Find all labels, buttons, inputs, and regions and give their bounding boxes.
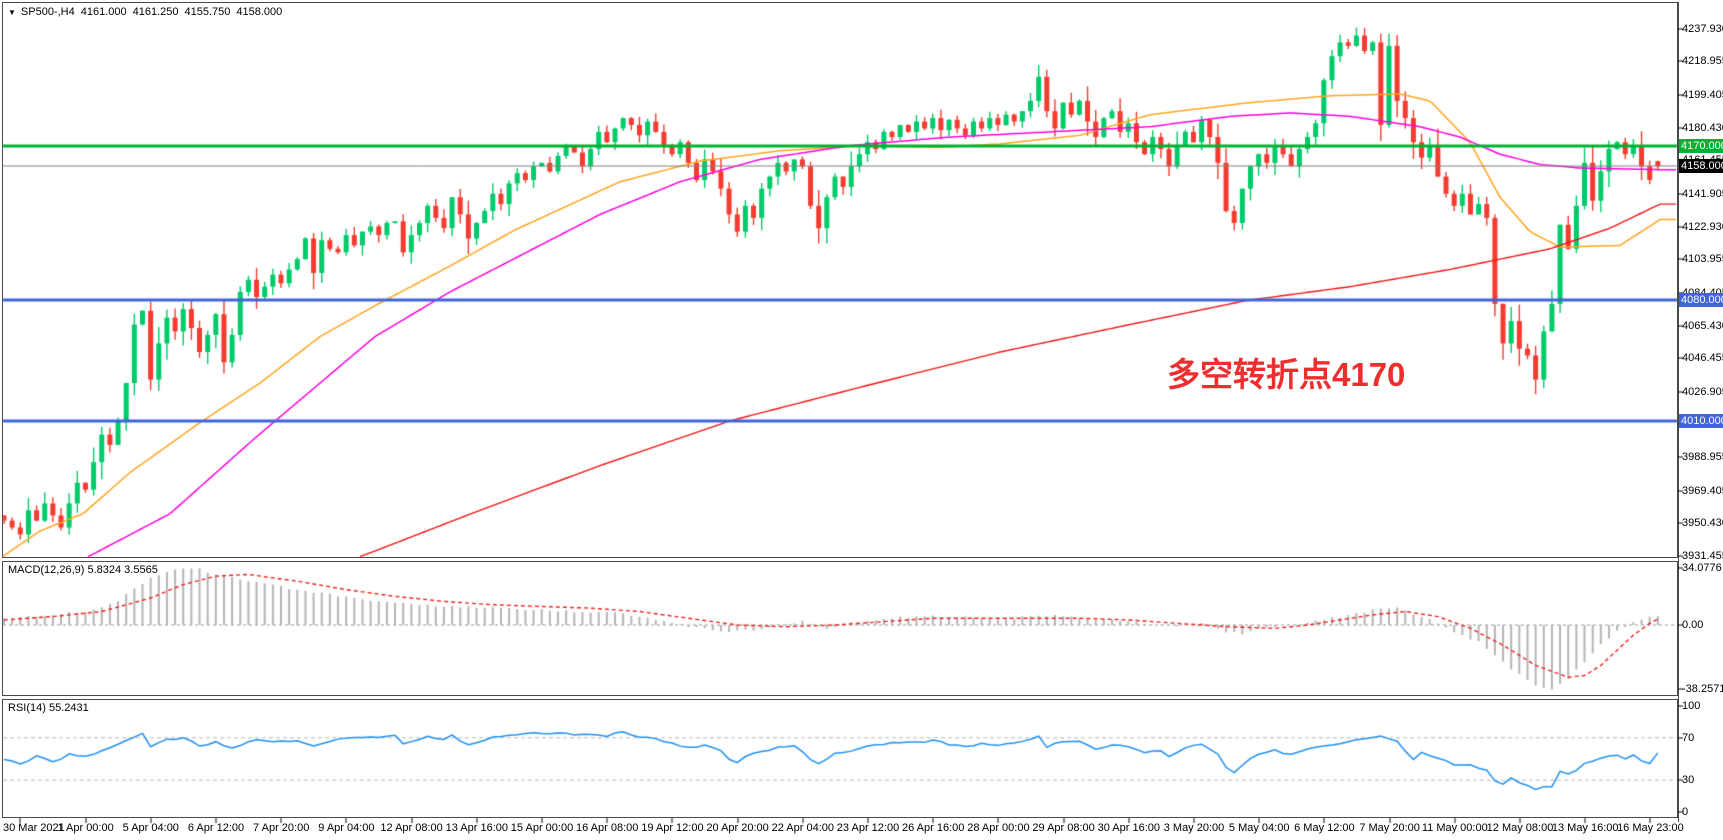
time-axis-label: 7 Apr 20:00: [253, 822, 310, 834]
high-value: 4161.250: [132, 6, 179, 18]
hline-price-badge-4080: 4080.000: [1679, 293, 1723, 308]
price-axis-label: 4122.930: [1682, 220, 1723, 233]
time-axis-label: 7 May 20:00: [1359, 822, 1420, 834]
price-axis-label: 4180.430: [1682, 121, 1723, 134]
time-axis-label: 22 Apr 04:00: [771, 822, 834, 834]
price-axis-label: 3931.455: [1682, 549, 1723, 562]
current-price-badge: 4158.000: [1679, 159, 1723, 174]
macd-axis-label: 0.00: [1682, 619, 1704, 631]
rsi-axis-label: 0: [1682, 806, 1689, 818]
chart-text-annotation: 多空转折点4170: [1167, 356, 1406, 393]
rsi-axis-label: 30: [1682, 774, 1695, 787]
time-axis-label: 9 Apr 04:00: [318, 822, 375, 834]
time-axis-label: 11 May 00:00: [1421, 822, 1488, 834]
symbol-period-label: SP500-,H4: [20, 6, 75, 18]
low-value: 4155.750: [184, 6, 231, 18]
price-axis-label: 4103.955: [1682, 253, 1723, 266]
rsi-axis-label: 100: [1682, 700, 1701, 712]
price-axis-label: 4218.955: [1682, 55, 1723, 68]
time-axis-label: 16 Apr 08:00: [575, 822, 639, 834]
close-value: 4158.000: [236, 6, 283, 18]
time-axis-label: 20 Apr 20:00: [706, 822, 769, 834]
time-axis-label: 23 Apr 12:00: [836, 822, 900, 834]
chart-header: ▼ SP500-,H4 4161.000 4161.250 4155.750 4158.0…: [8, 6, 288, 18]
price-axis-label: 3950.430: [1682, 517, 1723, 530]
price-axis-label: 4237.930: [1682, 22, 1723, 35]
time-axis-label: 1 Apr 00:00: [57, 822, 114, 834]
price-axis-label: 3969.405: [1682, 484, 1723, 497]
hline-price-badge-4010: 4010.000: [1679, 413, 1723, 428]
price-axis-label: 3988.955: [1682, 451, 1723, 464]
time-axis-label: 13 Apr 16:00: [445, 822, 508, 834]
macd-axis-label: 34.0776: [1682, 561, 1722, 574]
hline-price-badge-4170: 4170.000: [1679, 138, 1723, 153]
rsi-axis-label: 70: [1682, 731, 1695, 744]
time-axis-label: 30 Apr 16:00: [1097, 822, 1160, 834]
time-axis-label: 5 May 04:00: [1228, 822, 1290, 834]
time-axis-label: 6 Apr 12:00: [187, 822, 245, 834]
macd-indicator-label: MACD(12,26,9) 5.8324 3.5565: [8, 564, 158, 576]
price-axis-label: 4065.430: [1682, 319, 1723, 332]
price-axis-label: 4046.455: [1682, 352, 1723, 365]
time-axis-label: 26 Apr 16:00: [901, 822, 965, 834]
rsi-indicator-label: RSI(14) 55.2431: [8, 702, 89, 714]
time-axis-label: 12 Apr 08:00: [380, 822, 443, 834]
time-axis-label: 6 May 12:00: [1294, 822, 1355, 834]
time-axis-label: 30 Mar 2021: [3, 822, 65, 834]
open-value: 4161.000: [80, 6, 127, 18]
rsi-value: 55.2431: [48, 702, 89, 714]
macd-values: 5.8324 3.5565: [87, 564, 158, 576]
macd-axis-label: -38.2571: [1682, 683, 1723, 696]
time-axis-label: 28 Apr 00:00: [967, 822, 1030, 834]
time-axis-label: 13 May 16:00: [1551, 822, 1619, 834]
time-axis-label: 12 May 08:00: [1486, 822, 1554, 834]
chevron-down-icon[interactable]: ▼: [8, 8, 16, 17]
time-axis-label: 29 Apr 08:00: [1032, 822, 1095, 834]
time-axis-label: 16 May 23:00: [1617, 822, 1684, 834]
price-axis-label: 4026.905: [1682, 385, 1723, 398]
time-axis-label: 5 Apr 04:00: [122, 822, 179, 834]
time-axis-label: 15 Apr 00:00: [510, 822, 574, 834]
price-axis-label: 4199.405: [1682, 89, 1723, 102]
price-axis-label: 4141.905: [1682, 187, 1723, 200]
time-axis-label: 3 May 20:00: [1163, 822, 1225, 834]
time-axis-label: 19 Apr 12:00: [641, 822, 704, 834]
